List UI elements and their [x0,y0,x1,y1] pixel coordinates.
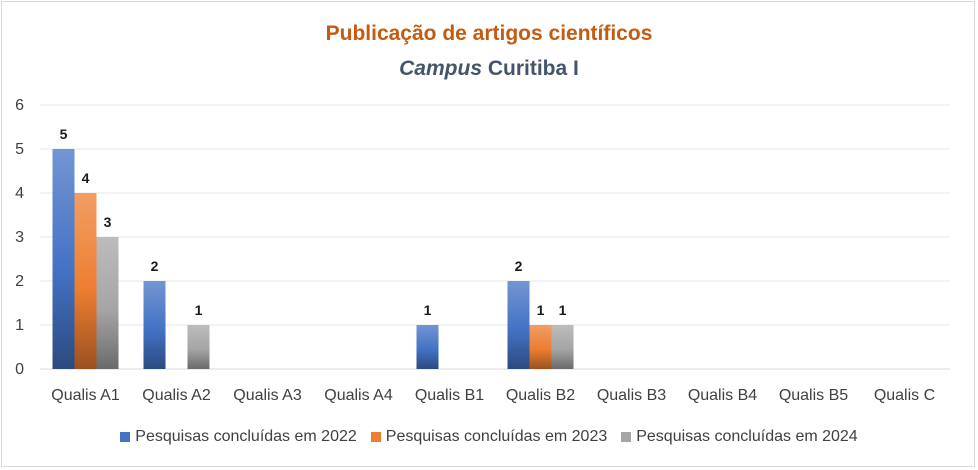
y-tick-label: 1 [15,317,24,334]
chart-subtitle: Campus Curitiba I [0,57,978,81]
data-label: 1 [195,302,203,318]
legend-item-2024[interactable]: Pesquisas concluídas em 2024 [621,428,858,446]
legend-swatch-2022 [120,432,131,442]
x-tick-label: Qualis A1 [51,387,120,404]
x-tick-label: Qualis B3 [597,387,666,404]
x-tick-label: Qualis B1 [415,387,484,404]
chart-subtitle-italic: Campus [399,57,482,80]
data-label: 1 [537,302,545,318]
data-label: 3 [104,214,112,230]
x-tick-label: Qualis B4 [688,387,757,404]
chart-subtitle-rest: Curitiba I [482,57,579,80]
legend-label-2022: Pesquisas concluídas em 2022 [135,428,357,445]
legend-swatch-2024 [621,432,632,442]
bar[interactable] [529,325,552,369]
data-label: 1 [559,302,567,318]
legend-label-2023: Pesquisas concluídas em 2023 [385,428,608,445]
gridlines [40,104,950,370]
data-label: 1 [424,302,432,318]
y-tick-label: 3 [15,229,24,246]
x-tick-label: Qualis B5 [779,387,848,404]
y-axis-ticks: 0 1 2 3 4 5 6 [15,97,24,378]
bar[interactable] [52,149,75,369]
y-tick-label: 4 [15,185,24,202]
x-tick-label: Qualis B2 [506,387,575,404]
legend-item-2023[interactable]: Pesquisas concluídas em 2023 [370,428,608,446]
bar[interactable] [551,325,574,369]
legend: Pesquisas concluídas em 2022 Pesquisas c… [0,428,978,446]
x-axis-ticks: Qualis A1 Qualis A2 Qualis A3 Qualis A4 Qual… [51,387,935,404]
data-label: 5 [60,126,68,142]
x-tick-label: Qualis A2 [142,387,211,404]
bar[interactable] [143,281,166,369]
y-tick-label: 6 [15,97,24,114]
y-tick-label: 2 [15,273,24,290]
bar[interactable] [96,237,119,369]
data-label: 2 [515,258,523,274]
y-tick-label: 5 [15,141,24,158]
bar[interactable] [507,281,530,369]
legend-label-2024: Pesquisas concluídas em 2024 [636,428,858,445]
chart-title: Publicação de artigos científicos [325,22,653,45]
x-tick-label: Qualis A3 [233,387,302,404]
x-tick-label: Qualis A4 [324,387,393,404]
y-tick-label: 0 [15,361,24,378]
x-tick-label: Qualis C [874,387,935,404]
data-label: 2 [151,258,159,274]
legend-swatch-2023 [370,432,381,442]
legend-item-2022[interactable]: Pesquisas concluídas em 2022 [120,428,357,446]
bar[interactable] [416,325,439,369]
bars [52,149,574,369]
bar[interactable] [74,193,97,369]
bar[interactable] [187,325,210,369]
data-label: 4 [82,170,90,186]
